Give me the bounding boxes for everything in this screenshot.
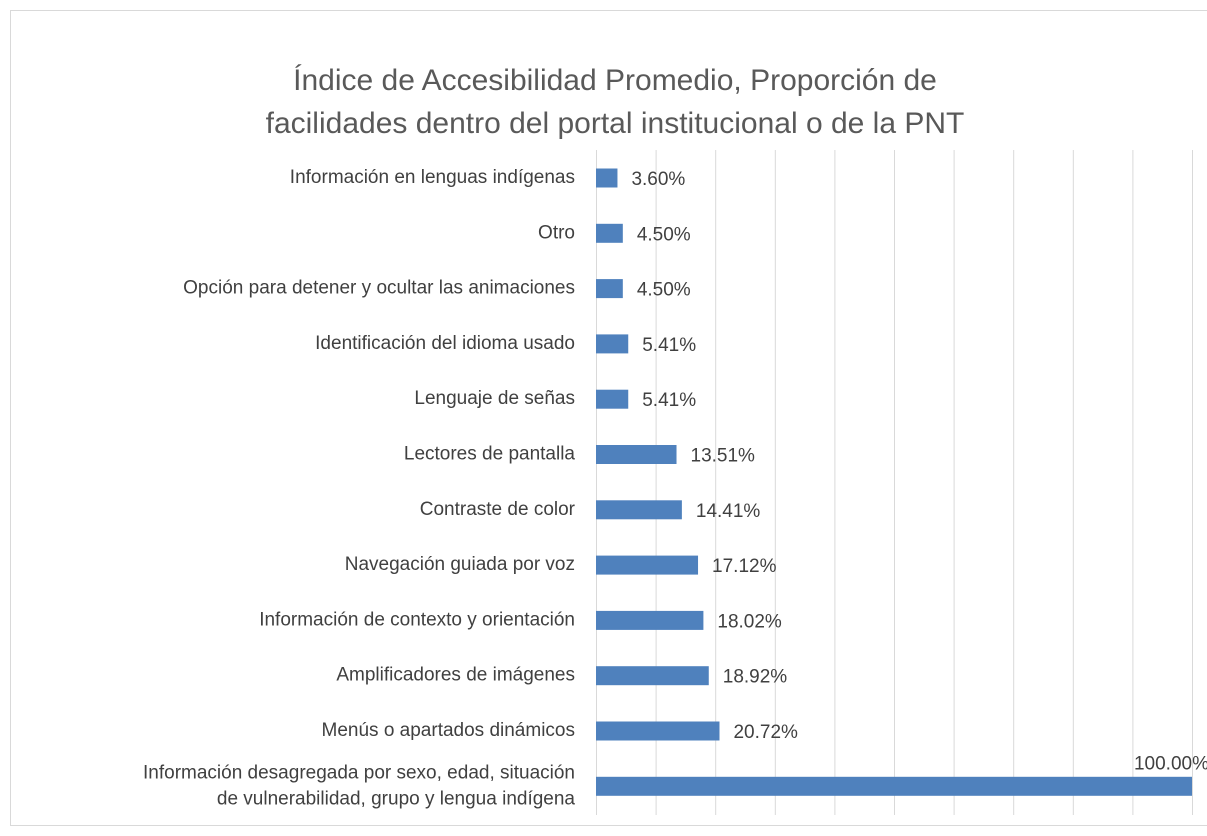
y-tick-label: Contraste de color xyxy=(420,499,576,520)
bar xyxy=(596,555,699,575)
data-label: 4.50% xyxy=(637,224,691,245)
bar xyxy=(596,334,629,354)
bar xyxy=(596,666,709,686)
y-tick-label: Información desagregada por sexo, edad, … xyxy=(143,762,575,809)
bar xyxy=(596,776,1192,796)
data-label: 3.60% xyxy=(631,169,685,190)
bar xyxy=(596,721,720,741)
y-tick-label: Otro xyxy=(538,222,575,243)
data-label: 5.41% xyxy=(642,390,696,411)
bar xyxy=(596,445,677,464)
data-label: 17.12% xyxy=(712,556,777,577)
chart-border xyxy=(10,10,1207,826)
data-label: 13.51% xyxy=(691,446,756,467)
y-tick-label: Lectores de pantalla xyxy=(404,444,576,465)
data-label: 18.92% xyxy=(723,667,788,688)
data-label: 4.50% xyxy=(637,280,691,301)
bar xyxy=(596,389,629,409)
y-tick-label: Navegación guiada por voz xyxy=(345,554,575,575)
y-tick-label: Lenguaje de señas xyxy=(414,388,575,409)
bar xyxy=(596,500,682,520)
bar xyxy=(596,223,623,243)
bar xyxy=(596,610,704,630)
y-tick-label: Opción para detener y ocultar las animac… xyxy=(183,278,575,299)
chart-title: Índice de Accesibilidad Promedio, Propor… xyxy=(266,64,965,140)
data-label: 14.41% xyxy=(696,501,761,522)
y-tick-label: Información en lenguas indígenas xyxy=(290,167,575,188)
data-label: 5.41% xyxy=(642,335,696,356)
y-tick-label: Amplificadores de imágenes xyxy=(336,665,575,686)
data-label: 18.02% xyxy=(717,611,782,632)
y-tick-label: Información de contexto y orientación xyxy=(259,609,575,630)
bar xyxy=(596,279,623,299)
data-label: 20.72% xyxy=(733,722,798,743)
y-tick-label: Identificación del idioma usado xyxy=(315,333,575,354)
data-label: 100.00% xyxy=(1134,753,1207,774)
bar xyxy=(596,168,618,188)
y-tick-label: Menús o apartados dinámicos xyxy=(322,720,575,741)
